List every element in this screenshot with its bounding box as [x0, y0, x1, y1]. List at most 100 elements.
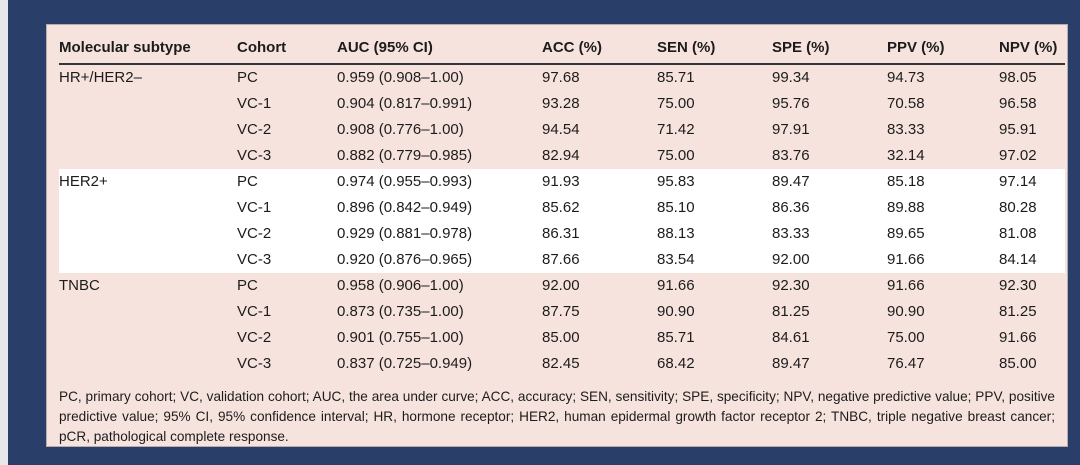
cell-cohort: PC [237, 169, 337, 195]
cell-subtype: HR+/HER2– [59, 69, 142, 86]
cell-subtype [59, 117, 237, 143]
cell-acc: 87.75 [542, 303, 580, 320]
cell-sen: 68.42 [657, 355, 695, 372]
cell-npv: 97.14 [999, 169, 1065, 195]
table-header: Molecular subtype Cohort AUC (95% CI) AC… [59, 33, 1065, 65]
cell-auc: 0.959 (0.908–1.00) [337, 69, 464, 86]
abbreviations-footnote: PC, primary cohort; VC, validation cohor… [59, 389, 1055, 444]
cell-spe: 81.25 [772, 303, 810, 320]
cell-ppv: 75.00 [887, 329, 925, 346]
cell-acc: 94.54 [542, 121, 580, 138]
cell-acc: 82.94 [542, 147, 580, 164]
cell-cohort: PC [237, 277, 258, 294]
cell-spe: 89.47 [772, 169, 887, 195]
cell-npv: 80.28 [999, 195, 1065, 221]
cell-cohort: VC-1 [237, 95, 272, 112]
cell-spe: 83.76 [772, 147, 810, 164]
cell-acc: 92.00 [542, 277, 580, 294]
table-body: HR+/HER2– PC 0.959 (0.908–1.00) 97.68 85… [59, 64, 1065, 377]
table-row-hr-vc3: VC-3 0.882 (0.779–0.985) 82.94 75.00 83.… [59, 143, 1065, 169]
cell-sen: 75.00 [657, 95, 695, 112]
table-row-her2-vc3: VC-3 0.920 (0.876–0.965) 87.66 83.54 92.… [59, 247, 1065, 273]
cell-ppv: 85.18 [887, 169, 999, 195]
cell-spe: 83.33 [772, 221, 887, 247]
cell-npv: 96.58 [999, 95, 1037, 112]
cell-npv: 81.08 [999, 221, 1065, 247]
header-row: Molecular subtype Cohort AUC (95% CI) AC… [59, 33, 1065, 65]
cell-auc: 0.837 (0.725–0.949) [337, 355, 473, 372]
cell-subtype [59, 247, 237, 273]
cell-ppv: 90.90 [887, 303, 925, 320]
performance-metrics-table: Molecular subtype Cohort AUC (95% CI) AC… [59, 33, 1065, 377]
cell-auc: 0.920 (0.876–0.965) [337, 247, 542, 273]
cell-auc: 0.896 (0.842–0.949) [337, 195, 542, 221]
cell-ppv: 32.14 [887, 147, 925, 164]
table-row-tnbc-vc3: VC-3 0.837 (0.725–0.949) 82.45 68.42 89.… [59, 351, 1065, 377]
cell-subtype [59, 325, 237, 351]
cell-ppv: 76.47 [887, 355, 925, 372]
cell-cohort: VC-1 [237, 195, 337, 221]
cell-auc: 0.958 (0.906–1.00) [337, 277, 464, 294]
table-row-tnbc-pc: TNBC PC 0.958 (0.906–1.00) 92.00 91.66 9… [59, 273, 1065, 299]
cell-ppv: 83.33 [887, 121, 925, 138]
table-row-her2-vc2: VC-2 0.929 (0.881–0.978) 86.31 88.13 83.… [59, 221, 1065, 247]
cell-subtype [59, 221, 237, 247]
cell-sen: 85.10 [657, 195, 772, 221]
results-table-panel: Molecular subtype Cohort AUC (95% CI) AC… [46, 24, 1068, 447]
cell-npv: 84.14 [999, 247, 1065, 273]
cell-spe: 86.36 [772, 195, 887, 221]
table-row-tnbc-vc1: VC-1 0.873 (0.735–1.00) 87.75 90.90 81.2… [59, 299, 1065, 325]
cell-cohort: VC-2 [237, 329, 272, 346]
cell-cohort: VC-1 [237, 303, 272, 320]
column-header-sen: SEN (%) [657, 33, 772, 65]
cell-sen: 85.71 [657, 69, 695, 86]
cell-auc: 0.873 (0.735–1.00) [337, 303, 464, 320]
cell-spe: 92.30 [772, 277, 810, 294]
column-header-acc: ACC (%) [542, 33, 657, 65]
cell-spe: 95.76 [772, 95, 810, 112]
cell-acc: 97.68 [542, 69, 580, 86]
cell-subtype [59, 143, 237, 169]
cell-auc: 0.901 (0.755–1.00) [337, 329, 464, 346]
cell-ppv: 89.65 [887, 221, 999, 247]
column-header-molecular-subtype: Molecular subtype [59, 33, 237, 65]
table-row-tnbc-vc2: VC-2 0.901 (0.755–1.00) 85.00 85.71 84.6… [59, 325, 1065, 351]
cell-sen: 91.66 [657, 277, 695, 294]
cell-npv: 91.66 [999, 329, 1037, 346]
cell-subtype: HER2+ [59, 169, 237, 195]
cell-sen: 71.42 [657, 121, 695, 138]
cell-sen: 75.00 [657, 147, 695, 164]
cell-ppv: 70.58 [887, 95, 925, 112]
cell-subtype [59, 351, 237, 377]
cell-sen: 95.83 [657, 169, 772, 195]
table-row-her2-vc1: VC-1 0.896 (0.842–0.949) 85.62 85.10 86.… [59, 195, 1065, 221]
cell-auc: 0.974 (0.955–0.993) [337, 169, 542, 195]
cell-cohort: VC-3 [237, 147, 272, 164]
cell-npv: 97.02 [999, 147, 1037, 164]
table-row-hr-vc1: VC-1 0.904 (0.817–0.991) 93.28 75.00 95.… [59, 91, 1065, 117]
cell-npv: 98.05 [999, 69, 1037, 86]
cell-npv: 81.25 [999, 303, 1037, 320]
cell-auc: 0.908 (0.776–1.00) [337, 121, 464, 138]
cell-spe: 99.34 [772, 69, 810, 86]
cell-npv: 85.00 [999, 355, 1037, 372]
cell-ppv: 91.66 [887, 247, 999, 273]
cell-auc: 0.929 (0.881–0.978) [337, 221, 542, 247]
cell-npv: 95.91 [999, 121, 1037, 138]
cell-auc: 0.904 (0.817–0.991) [337, 95, 473, 112]
cell-sen: 90.90 [657, 303, 695, 320]
cell-auc: 0.882 (0.779–0.985) [337, 147, 473, 164]
column-header-spe: SPE (%) [772, 33, 887, 65]
cell-sen: 85.71 [657, 329, 695, 346]
cell-sen: 88.13 [657, 221, 772, 247]
cell-ppv: 91.66 [887, 277, 925, 294]
cell-subtype [59, 195, 237, 221]
table-row-hr-pc: HR+/HER2– PC 0.959 (0.908–1.00) 97.68 85… [59, 64, 1065, 91]
column-header-cohort: Cohort [237, 33, 337, 65]
cell-acc: 91.93 [542, 169, 657, 195]
table-row-hr-vc2: VC-2 0.908 (0.776–1.00) 94.54 71.42 97.9… [59, 117, 1065, 143]
cell-subtype [59, 299, 237, 325]
cell-cohort: VC-2 [237, 121, 272, 138]
cell-acc: 86.31 [542, 221, 657, 247]
